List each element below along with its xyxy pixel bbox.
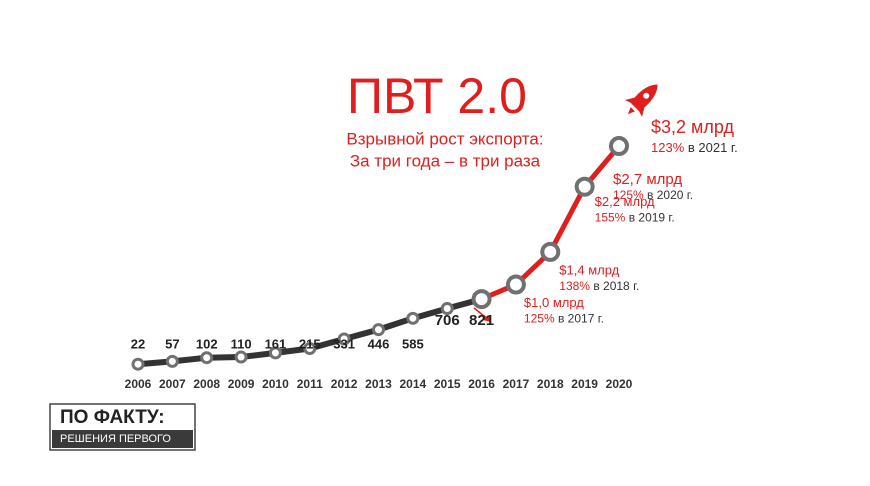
subtitle: За три года – в три раза <box>350 151 541 170</box>
value-label: $2,2 млрд <box>595 194 655 209</box>
rocket <box>625 84 658 117</box>
marker <box>234 350 248 364</box>
marker <box>303 341 317 355</box>
marker <box>372 323 385 337</box>
annotation-value: $3,2 млрд <box>651 117 735 137</box>
x-tick-label: 2019 <box>571 377 598 391</box>
growth-percent: 138% <box>559 279 590 293</box>
marker <box>471 289 492 310</box>
marker <box>440 301 454 315</box>
value-label: $1,4 млрд <box>559 262 619 277</box>
marker <box>337 332 351 346</box>
x-tick-label: 2015 <box>434 377 461 391</box>
x-tick-label: 2014 <box>400 377 427 391</box>
value-label: 331 <box>333 336 355 351</box>
marker <box>131 357 145 371</box>
marker <box>200 351 214 365</box>
value-label: $1,0 млрд <box>524 295 584 310</box>
growth-percent: 125% <box>613 188 644 202</box>
banner-title: ПО ФАКТУ: <box>60 407 165 428</box>
x-tick-label: 2017 <box>503 377 530 391</box>
x-tick-label: 2013 <box>365 377 392 391</box>
x-tick-label: 2016 <box>468 377 495 391</box>
subtitle: Взрывной рост экспорта: <box>346 129 543 148</box>
marker <box>505 274 526 295</box>
value-label: 585 <box>402 336 424 351</box>
marker <box>540 241 561 262</box>
marker <box>609 136 629 156</box>
value-label: 215 <box>299 336 321 351</box>
growth-label: 125% в 2020 г. <box>613 188 693 202</box>
x-tick-label: 2008 <box>193 377 220 391</box>
value-label: 706 <box>435 312 460 329</box>
x-tick-label: 2020 <box>606 377 633 391</box>
value-label: 22 <box>131 336 145 351</box>
growth-year: в 2018 г. <box>593 279 639 293</box>
banner: ПО ФАКТУ: РЕШЕНИЯ ПЕРВОГО <box>49 403 196 451</box>
value-label: $2,7 млрд <box>613 171 682 188</box>
x-tick-label: 2006 <box>125 377 152 391</box>
x-tick-label: 2007 <box>159 377 186 391</box>
marker <box>165 354 179 368</box>
growth-percent: 123% <box>651 140 685 155</box>
chart-title: ПВТ 2.0 <box>347 68 527 124</box>
growth-year: в 2020 г. <box>647 188 693 202</box>
arrow <box>473 307 491 322</box>
value-label: 102 <box>196 336 218 351</box>
value-label: 446 <box>368 336 390 351</box>
x-tick-label: 2010 <box>262 377 289 391</box>
growth-percent: 125% <box>524 312 555 326</box>
growth-label: 155% в 2019 г. <box>595 211 675 225</box>
growth-year: в 2021 г. <box>688 140 738 155</box>
growth-year: в 2017 г. <box>558 312 604 326</box>
growth-label: 125% в 2017 г. <box>524 312 604 326</box>
marker <box>268 346 282 360</box>
growth-year: в 2019 г. <box>629 211 675 225</box>
marker <box>406 311 420 325</box>
value-label: 57 <box>165 336 179 351</box>
banner-subtitle: РЕШЕНИЯ ПЕРВОГО <box>60 433 171 445</box>
x-tick-label: 2011 <box>297 377 323 391</box>
x-tick-label: 2009 <box>228 377 255 391</box>
x-tick-label: 2018 <box>537 377 564 391</box>
x-tick-label: 2012 <box>331 377 358 391</box>
growth-label: 138% в 2018 г. <box>559 279 639 293</box>
value-label: 821 <box>469 312 494 329</box>
marker <box>574 176 595 197</box>
annotation-growth: 123% в 2021 г. <box>651 140 738 155</box>
value-label: 161 <box>265 336 287 351</box>
growth-percent: 155% <box>595 211 626 225</box>
value-label: 110 <box>231 336 252 351</box>
